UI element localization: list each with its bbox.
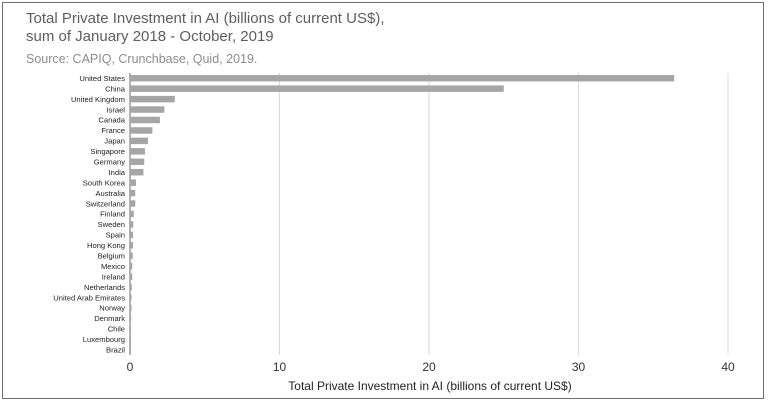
category-label: Norway <box>99 304 125 313</box>
bar <box>130 273 133 280</box>
bar <box>130 315 132 322</box>
category-label: Chile <box>108 325 125 334</box>
category-label: Luxembourg <box>83 335 125 344</box>
category-label: Brazil <box>106 345 125 354</box>
category-label: China <box>105 84 126 93</box>
category-label: Spain <box>106 231 125 240</box>
bar <box>130 294 132 301</box>
bar <box>130 200 136 207</box>
bar <box>130 189 136 197</box>
bar <box>130 252 133 260</box>
category-label: Mexico <box>101 262 125 271</box>
bar <box>130 158 145 166</box>
bar <box>130 336 131 343</box>
category-label: Sweden <box>98 220 125 229</box>
bar <box>130 210 134 218</box>
bar <box>130 85 504 92</box>
bar <box>130 231 133 239</box>
category-label: Singapore <box>90 147 125 156</box>
x-tick-label: 10 <box>273 360 287 374</box>
category-label: Israel <box>106 105 125 114</box>
bar <box>130 179 136 186</box>
bar <box>130 346 131 354</box>
category-label: Hong Kong <box>87 241 125 250</box>
category-label: Netherlands <box>84 283 125 292</box>
chart-title: Total Private Investment in AI (billions… <box>26 10 385 45</box>
category-label: United States <box>79 74 125 83</box>
bar <box>130 127 153 134</box>
bar <box>130 304 132 312</box>
x-tick-label: 30 <box>572 360 586 374</box>
bar <box>130 325 132 333</box>
bars <box>130 74 675 354</box>
category-label: India <box>109 168 126 177</box>
category-label: Australia <box>95 189 125 198</box>
bar <box>130 168 144 176</box>
gridlines <box>129 73 729 355</box>
x-axis-title: Total Private Investment in AI (billions… <box>288 379 571 393</box>
category-label: France <box>101 126 125 135</box>
bar <box>130 283 132 291</box>
bar <box>130 221 134 228</box>
category-label: Denmark <box>94 314 125 323</box>
x-tick-labels: 0 10 20 30 40 <box>127 360 735 374</box>
category-label: United Kingdom <box>71 95 125 104</box>
bar <box>130 137 148 145</box>
category-label: Belgium <box>98 251 125 260</box>
category-label: United Arab Emirates <box>53 293 125 302</box>
bar <box>130 116 160 124</box>
x-tick-label: 0 <box>127 360 134 374</box>
bar <box>130 74 675 82</box>
bar <box>130 95 175 103</box>
chart-frame <box>2 2 764 399</box>
category-label: Finland <box>100 210 125 219</box>
category-label: Switzerland <box>86 199 125 208</box>
bar <box>130 242 133 249</box>
bar <box>130 262 133 270</box>
category-label: South Korea <box>83 178 126 187</box>
category-label: Ireland <box>102 272 125 281</box>
chart-subtitle: Source: CAPIQ, Crunchbase, Quid, 2019. <box>26 52 258 66</box>
category-label: Germany <box>94 157 125 166</box>
bar <box>130 148 145 155</box>
x-tick-label: 40 <box>721 360 735 374</box>
bar <box>130 106 165 113</box>
category-label: Canada <box>98 116 125 125</box>
x-tick-label: 20 <box>422 360 436 374</box>
category-label: Japan <box>104 137 125 146</box>
